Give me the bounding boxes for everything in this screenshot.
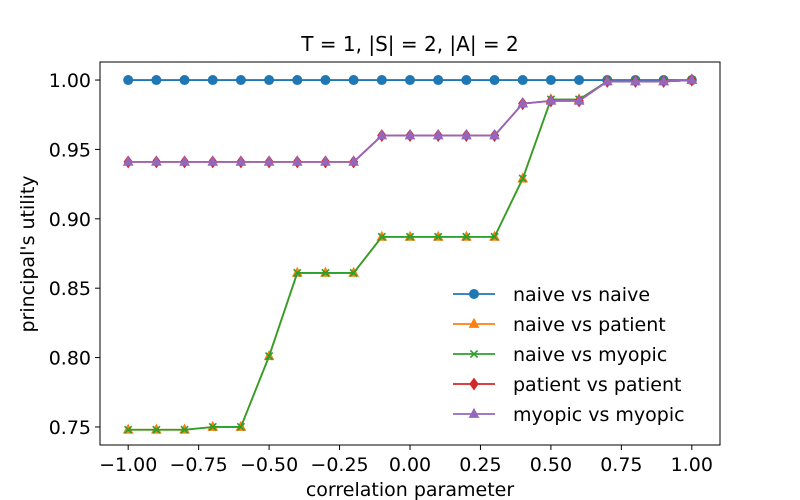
legend-marker	[469, 289, 479, 299]
series-myopic-vs-myopic	[122, 73, 698, 166]
legend-marker	[468, 407, 480, 418]
series-naive-vs-naive	[123, 75, 697, 86]
data-point	[545, 75, 556, 86]
legend-label: myopic vs myopic	[513, 404, 685, 426]
data-point	[658, 75, 669, 86]
data-point	[207, 75, 218, 86]
data-point	[179, 75, 190, 86]
data-point	[490, 232, 499, 242]
data-point	[264, 352, 274, 361]
data-point	[376, 129, 388, 140]
x-tick-label: −0.25	[310, 454, 368, 476]
data-point	[349, 268, 358, 278]
data-point	[291, 155, 303, 166]
x-tick-label: 0.50	[530, 454, 572, 476]
legend: naive vs naive naive vs patient naive vs m…	[453, 284, 685, 426]
data-point	[263, 155, 275, 166]
legend-label: patient vs patient	[513, 374, 681, 396]
data-point	[123, 75, 134, 86]
y-tick-label: 0.95	[49, 139, 91, 161]
data-point	[320, 75, 331, 86]
data-point	[151, 75, 162, 86]
data-point	[461, 129, 472, 140]
data-point	[207, 155, 219, 166]
x-axis: −1.00 −0.75 −0.50 −0.25 0.00 0.25 0.50 0.75 1.00	[99, 445, 713, 476]
x-tick-label: 1.00	[671, 454, 713, 476]
data-point	[601, 75, 613, 86]
x-tick-label: −1.00	[99, 454, 157, 476]
data-point	[122, 155, 134, 166]
legend-marker	[469, 377, 479, 391]
y-tick-label: 0.75	[49, 417, 91, 439]
data-point	[124, 425, 133, 434]
data-point	[630, 75, 641, 86]
legend-entry: naive vs naive	[453, 284, 650, 306]
legend-label: naive vs myopic	[513, 344, 667, 366]
data-point	[208, 422, 217, 432]
y-tick-label: 0.85	[49, 278, 91, 300]
data-point	[404, 129, 416, 140]
data-point	[573, 94, 585, 105]
data-point	[432, 129, 444, 140]
data-point	[434, 232, 443, 242]
data-point	[152, 425, 161, 434]
data-point	[462, 232, 471, 242]
y-tick-label: 1.00	[49, 70, 91, 92]
legend-marker	[468, 317, 480, 328]
data-point	[320, 155, 331, 166]
data-point	[489, 75, 500, 86]
data-point	[517, 75, 528, 86]
data-point	[405, 75, 415, 86]
legend-label: naive vs naive	[513, 284, 650, 306]
legend-entry: myopic vs myopic	[453, 404, 685, 426]
x-tick-label: −0.50	[240, 454, 298, 476]
data-point	[574, 75, 585, 86]
data-point	[348, 75, 359, 86]
y-axis: 0.75 0.80 0.85 0.90 0.95 1.00	[49, 70, 100, 439]
data-point	[180, 425, 189, 434]
data-point	[489, 129, 500, 140]
y-axis-label: principal's utility	[17, 175, 39, 332]
data-point	[461, 75, 472, 86]
data-point	[545, 94, 557, 105]
legend-marker	[469, 349, 479, 359]
legend-label: naive vs patient	[513, 314, 666, 336]
data-point	[433, 75, 444, 86]
x-tick-label: 0.00	[389, 454, 431, 476]
data-point	[321, 268, 330, 278]
x-axis-label: correlation parameter	[306, 479, 514, 500]
data-point	[292, 75, 303, 86]
data-point	[405, 232, 415, 242]
x-tick-label: 0.25	[459, 454, 501, 476]
data-point	[686, 73, 698, 84]
y-tick-label: 0.90	[49, 209, 91, 231]
data-point	[518, 174, 527, 183]
data-point	[236, 422, 246, 432]
data-point	[264, 75, 275, 86]
data-point	[377, 232, 386, 242]
legend-entry: naive vs myopic	[453, 344, 667, 366]
legend-entry: naive vs patient	[453, 314, 666, 336]
data-point	[348, 155, 359, 166]
y-tick-label: 0.80	[49, 348, 91, 370]
data-point	[293, 268, 302, 278]
legend-entry: patient vs patient	[453, 374, 681, 396]
data-point	[179, 155, 190, 166]
data-point	[376, 75, 387, 86]
x-tick-label: 0.75	[600, 454, 642, 476]
x-tick-label: −0.75	[170, 454, 228, 476]
data-point	[151, 155, 162, 166]
chart-title: T = 1, |S| = 2, |A| = 2	[300, 32, 519, 56]
data-point	[235, 75, 246, 86]
data-point	[235, 155, 247, 166]
data-point	[517, 97, 529, 108]
plot-area	[99, 61, 721, 446]
